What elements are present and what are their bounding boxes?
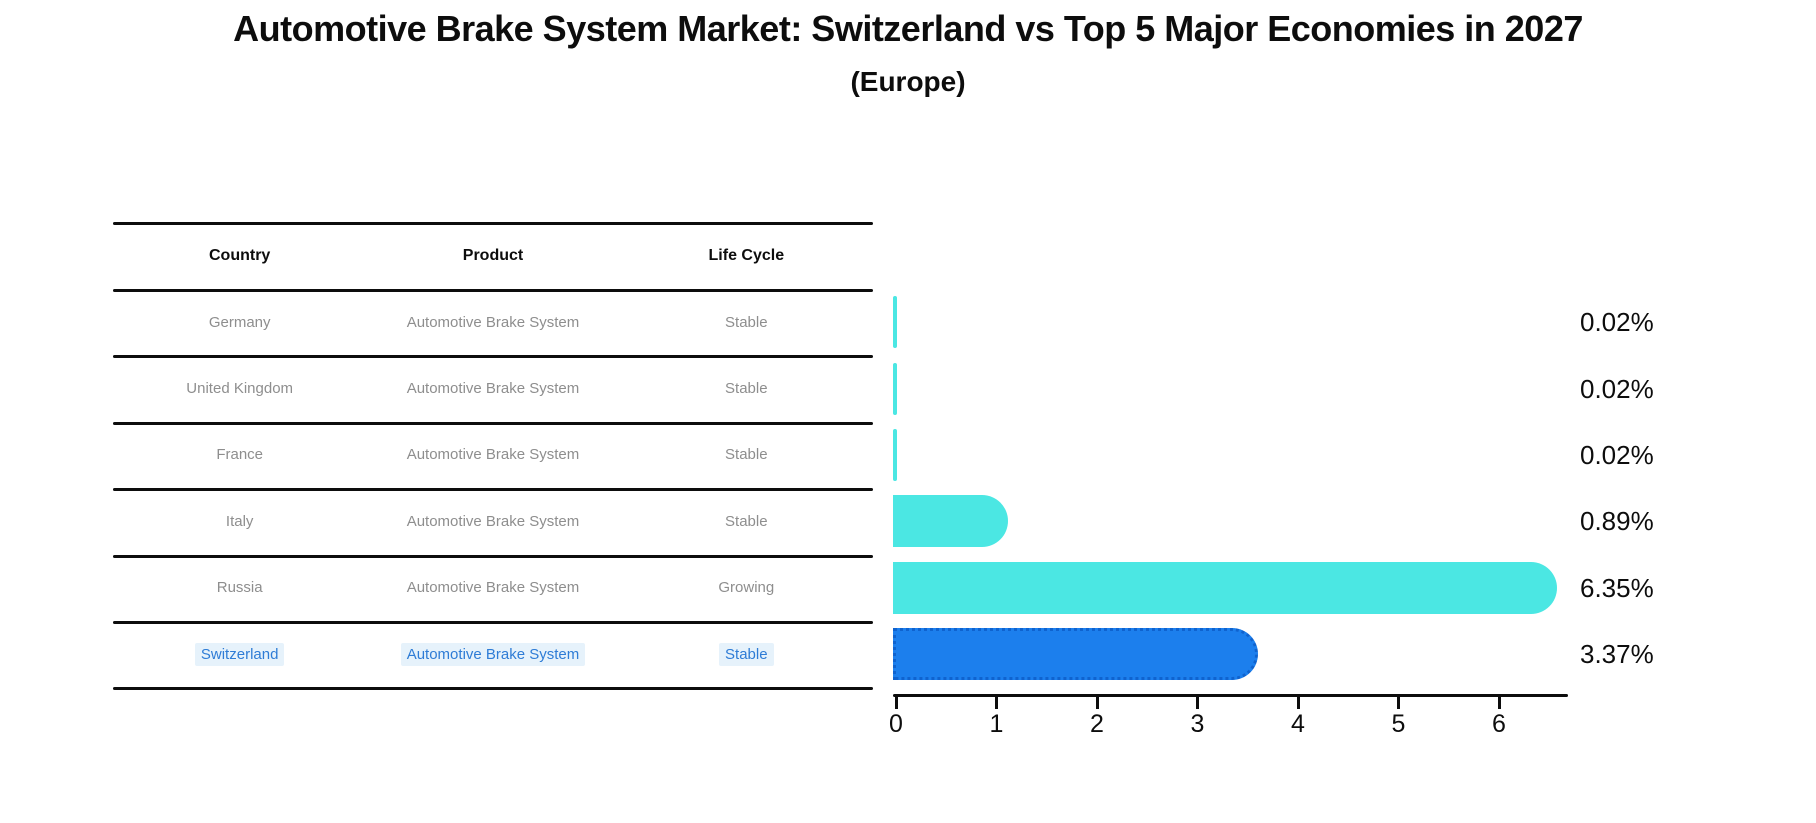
x-axis-tick-label: 6	[1492, 710, 1506, 738]
table-rule	[113, 621, 873, 624]
x-axis-tick	[1497, 694, 1501, 709]
table-cell-text: Growing	[718, 579, 775, 597]
table-cell-country: Italy	[113, 510, 366, 533]
table-cell-product: Automotive Brake System	[366, 576, 619, 599]
x-axis-tick	[1196, 694, 1199, 709]
table-cell-country: France	[113, 443, 366, 466]
table-cell-product: Automotive Brake System	[366, 510, 619, 533]
bar-france	[893, 429, 897, 481]
table-cell-country: United Kingdom	[113, 377, 366, 400]
table-row-germany: Germany Automotive Brake System Stable	[113, 289, 873, 355]
table-cell-life-cycle: Stable	[620, 311, 873, 334]
table-header-country: Country	[113, 244, 366, 268]
bar-value-label-united-kingdom: 0.02%	[1580, 373, 1654, 404]
table-cell-text: France	[216, 446, 263, 464]
table-cell-text: Stable	[725, 313, 768, 331]
x-axis-tick-label: 4	[1291, 710, 1305, 738]
x-axis-tick-label: 1	[989, 710, 1004, 738]
table-row-united-kingdom: United Kingdom Automotive Brake System Sta…	[113, 355, 873, 421]
bar-value-label-italy: 0.89%	[1580, 506, 1654, 537]
x-axis-tick	[894, 694, 898, 709]
x-axis-tick-label: 5	[1391, 710, 1406, 738]
table-header-label: Life Cycle	[708, 246, 785, 264]
table-rule	[113, 355, 873, 359]
bar-value-label-germany: 0.02%	[1580, 307, 1654, 338]
bar-value-label-france: 0.02%	[1580, 440, 1654, 470]
table-cell-life-cycle: Stable	[620, 377, 873, 400]
table-row-italy: Italy Automotive Brake System Stable	[113, 488, 873, 554]
table-cell-text: Switzerland	[194, 642, 285, 666]
x-axis-tick-label: 3	[1190, 710, 1205, 738]
table-header-life-cycle: Life Cycle	[620, 244, 873, 268]
table-rule	[113, 554, 873, 558]
x-axis-tick	[1397, 694, 1400, 709]
table-header-label: Product	[462, 246, 524, 264]
table-cell-text: Stable	[719, 642, 774, 666]
x-axis-tick	[1296, 694, 1300, 709]
x-axis-tick-label: 0	[889, 710, 903, 738]
table-rule	[113, 289, 873, 292]
x-axis-tick	[1095, 694, 1099, 709]
table-cell-text: Italy	[225, 512, 254, 530]
table-cell-life-cycle: Stable	[620, 510, 873, 533]
table-cell-text: United Kingdom	[186, 380, 294, 398]
table-cell-text: Automotive Brake System	[400, 642, 586, 666]
bar-italy	[893, 495, 1009, 548]
table-cell-text: Germany	[208, 313, 271, 331]
table-cell-country: Germany	[113, 311, 366, 334]
bar-switzerland	[893, 628, 1258, 681]
table-cell-text: Automotive Brake System	[406, 313, 580, 331]
table-row-russia: Russia Automotive Brake System Growing	[113, 555, 873, 621]
table-cell-product: Automotive Brake System	[366, 443, 619, 466]
bar-germany	[893, 296, 897, 349]
table-cell-product: Automotive Brake System	[366, 642, 619, 666]
table-rule	[113, 222, 873, 225]
bar-value-label-switzerland: 3.37%	[1580, 639, 1654, 670]
table-cell-text: Automotive Brake System	[406, 512, 580, 530]
x-axis-line	[893, 694, 1568, 697]
bar-russia	[893, 561, 1558, 614]
chart-title: Automotive Brake System Market: Switzerl…	[233, 8, 1583, 49]
table-cell-country: Russia	[113, 576, 366, 599]
table-cell-life-cycle: Stable	[620, 642, 873, 666]
table-cell-text: Stable	[725, 380, 768, 398]
table-rule	[113, 687, 873, 691]
table-rule	[113, 488, 873, 492]
table-cell-text: Automotive Brake System	[406, 446, 580, 464]
table-header-label: Country	[209, 246, 271, 264]
table-cell-text: Automotive Brake System	[406, 579, 580, 597]
bar-united-kingdom	[893, 362, 897, 415]
table-cell-country: Switzerland	[113, 642, 366, 666]
table-header-row: Country Product Life Cycle	[113, 222, 873, 289]
table-cell-text: Stable	[725, 446, 768, 464]
table-header-product: Product	[366, 244, 619, 268]
table-row-switzerland: Switzerland Automotive Brake System Stable	[113, 621, 873, 687]
table-cell-life-cycle: Stable	[620, 443, 873, 466]
table-rule	[113, 421, 873, 425]
table-cell-product: Automotive Brake System	[366, 311, 619, 334]
table-cell-text: Automotive Brake System	[406, 380, 580, 398]
x-axis-tick	[995, 694, 998, 709]
chart-subtitle: (Europe)	[850, 66, 966, 97]
table-cell-product: Automotive Brake System	[366, 377, 619, 400]
bar-value-label-russia: 6.35%	[1580, 572, 1654, 603]
table-cell-text: Stable	[725, 512, 768, 530]
table-row-france: France Automotive Brake System Stable	[113, 422, 873, 488]
table-cell-text: Russia	[216, 579, 263, 597]
x-axis-tick-label: 2	[1090, 710, 1104, 738]
table-cell-life-cycle: Growing	[620, 576, 873, 599]
